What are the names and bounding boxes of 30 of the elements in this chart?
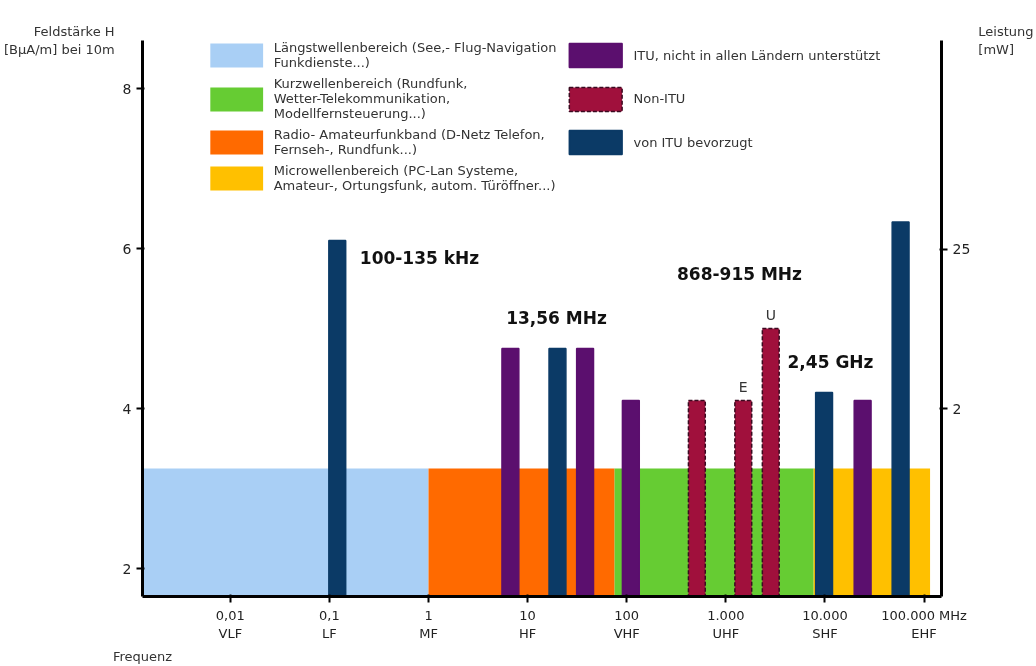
x-tick-label: 10 HF xyxy=(519,607,537,641)
y2-tick-label: 2 xyxy=(952,400,962,417)
annotation: 2,45 GHz xyxy=(787,351,874,372)
legend-label: Radio- Amateurfunkband (D-Netz Telefon, Fernseh-, Rundfunk...) xyxy=(273,127,545,157)
legend-label: Kurzwellenbereich (Rundfunk, Wetter-Telekommunikation, Modellfernsteuerung...) xyxy=(273,76,468,121)
annotation: 13,56 MHz xyxy=(506,307,607,328)
y2-axis-title: Leistung [mW] xyxy=(978,24,1034,57)
y-tick-label: 4 xyxy=(122,400,132,417)
legend-label: Microwellenbereich (PC-Lan Systeme, Amateur-, Ortungsfunk, autom. Türöffner...) xyxy=(273,163,556,193)
y-tick-label: 6 xyxy=(122,240,132,257)
y2-tick-label: 25 xyxy=(952,241,971,257)
x-tick-label: 100.000 MHz EHF xyxy=(881,607,968,641)
legend-label: ITU, nicht in allen Ländern unterstützt xyxy=(633,46,881,65)
x-tick-label: 1.000 UHF xyxy=(707,607,745,641)
legend-label: von ITU bevorzugt xyxy=(633,133,753,152)
x-tick-label: 1 MF xyxy=(419,607,438,641)
annotation: E xyxy=(738,378,748,395)
x-tick-label: 0,01 VLF xyxy=(215,607,245,641)
annotation: 100-135 kHz xyxy=(359,247,480,268)
x-tick-label: 100 VHF xyxy=(613,607,640,641)
x-axis-title: Frequenz xyxy=(112,648,173,664)
annotation: U xyxy=(765,306,776,323)
y-axis-title: Feldstärke H [BμA/m] bei 10m xyxy=(3,24,115,57)
x-tick-label: 10.000 SHF xyxy=(802,607,848,641)
y-tick-label: 8 xyxy=(122,80,132,97)
y-tick-label: 2 xyxy=(122,560,132,577)
legend-label: Non-ITU xyxy=(633,90,686,108)
annotation: 868-915 MHz xyxy=(677,263,803,284)
x-tick-label: 0,1 LF xyxy=(319,607,340,641)
legend-label: Längstwellenbereich (See,- Flug-Navigation Funkdienste...) xyxy=(273,40,557,70)
